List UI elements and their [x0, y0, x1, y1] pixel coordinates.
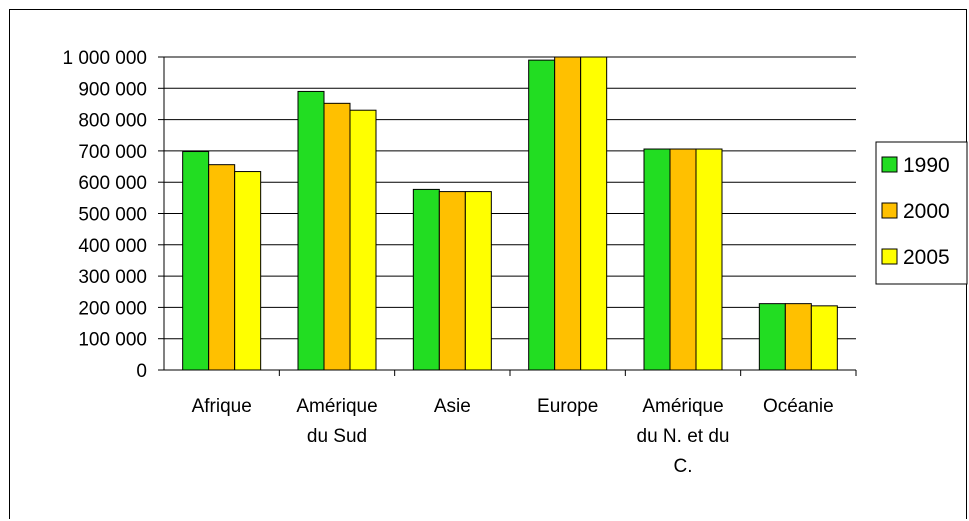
category-label: Océanie	[763, 396, 834, 417]
category-label: Afrique	[192, 396, 252, 417]
y-tick-labels: 0 100 000 200 000 300 000 400 000 500 000 600 …	[62, 48, 147, 382]
bar-2005	[695, 148, 723, 371]
bar-2005	[234, 171, 262, 371]
y-tick-label: 400 000	[78, 236, 147, 257]
category-labels: Afrique Amérique du Sud Asie Europe Amérique d…	[192, 396, 834, 477]
y-tick-label: 200 000	[78, 298, 147, 319]
gridlines	[164, 56, 856, 340]
y-tick-label: 500 000	[78, 205, 147, 226]
category-label: Amérique du N. et du C.	[637, 396, 730, 477]
category-label: Amérique du Sud	[296, 396, 377, 447]
legend-label-2005: 2005	[903, 246, 950, 269]
y-tick-label: 1 000 000	[62, 48, 147, 69]
bar-2000	[669, 148, 697, 371]
bar-2000	[323, 102, 351, 371]
y-tick-label: 100 000	[78, 330, 147, 351]
y-tick-label: 300 000	[78, 267, 147, 288]
y-tick-label: 800 000	[78, 111, 147, 132]
bar-1990	[528, 59, 556, 371]
bar-2000	[784, 303, 812, 371]
bar-2000	[438, 191, 466, 371]
bar-1990	[643, 148, 671, 371]
legend-label-1990: 1990	[903, 154, 950, 177]
axes	[158, 56, 857, 376]
y-tick-label: 600 000	[78, 173, 147, 194]
bar-2000	[208, 164, 236, 371]
y-tick-label: 900 000	[78, 79, 147, 100]
y-tick-label: 700 000	[78, 142, 147, 163]
bar-1990	[412, 188, 440, 371]
category-label: Asie	[434, 396, 471, 417]
bar-2005	[580, 56, 608, 371]
y-tick-label: 0	[136, 361, 147, 382]
bar-2005	[464, 191, 492, 371]
bar-1990	[182, 151, 210, 371]
legend: 1990 2000 2005	[875, 141, 968, 285]
bar-2005	[349, 109, 377, 371]
bar-1990	[297, 90, 325, 371]
bar-1990	[758, 303, 786, 371]
legend-label-2000: 2000	[903, 200, 950, 223]
legend-swatch-1990	[881, 156, 898, 173]
bar-2005	[810, 305, 838, 371]
bars	[182, 56, 838, 371]
legend-swatch-2005	[881, 248, 898, 265]
category-label: Europe	[537, 396, 598, 417]
legend-swatch-2000	[881, 202, 898, 219]
bar-2000	[554, 56, 582, 371]
